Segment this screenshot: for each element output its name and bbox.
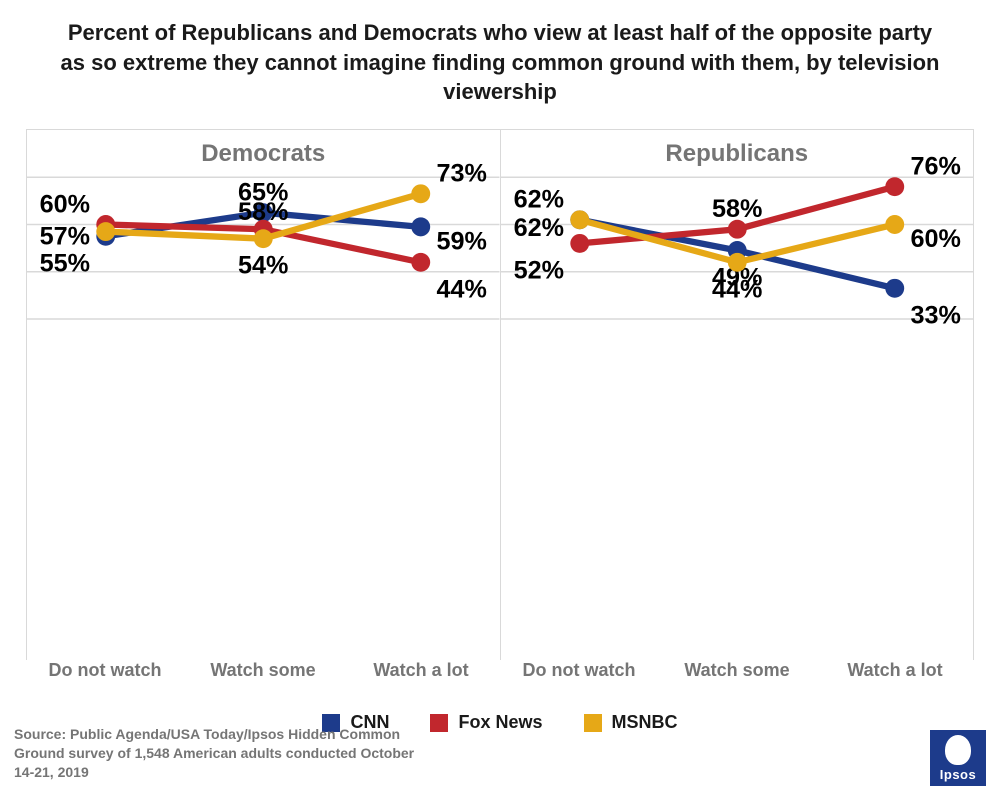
legend-item-fox: Fox News (430, 712, 542, 733)
xcats-democrats: Do not watch Watch some Watch a lot (26, 660, 500, 694)
panel-democrats: Democrats 55%65%59%60%58%44%57%54%73% (26, 130, 501, 660)
series-marker-msnbc (727, 253, 746, 272)
value-label: 58% (238, 198, 288, 226)
value-label: 57% (40, 223, 90, 251)
series-marker-msnbc (885, 215, 904, 234)
value-label: 55% (40, 249, 90, 277)
panel-republicans: Republicans 62%49%33%52%58%76%62%44%60% (501, 130, 975, 660)
value-label: 33% (910, 301, 960, 329)
series-marker-msnbc (411, 184, 430, 203)
xcat: Watch some (184, 660, 342, 694)
value-label: 59% (436, 227, 486, 255)
series-marker-fox (411, 253, 430, 272)
ipsos-logo-text: Ipsos (940, 767, 976, 782)
value-label: 52% (513, 256, 563, 284)
series-marker-cnn (411, 217, 430, 236)
xcat: Watch a lot (342, 660, 500, 694)
value-label: 54% (238, 252, 288, 280)
xcat: Watch some (658, 660, 816, 694)
value-label: 44% (712, 275, 762, 303)
x-axis-categories: Do not watch Watch some Watch a lot Do n… (26, 660, 974, 694)
value-label: 60% (40, 190, 90, 218)
ipsos-logo: Ipsos (930, 730, 986, 786)
plot-democrats: 55%65%59%60%58%44%57%54%73% (27, 130, 500, 366)
chart-panels: Democrats 55%65%59%60%58%44%57%54%73% Re… (26, 129, 974, 660)
value-label: 60% (910, 225, 960, 253)
xcat: Do not watch (500, 660, 658, 694)
series-marker-cnn (885, 279, 904, 298)
value-label: 44% (436, 275, 486, 303)
value-label: 62% (513, 214, 563, 242)
value-label: 58% (712, 195, 762, 223)
plot-republicans: 62%49%33%52%58%76%62%44%60% (501, 130, 974, 366)
series-marker-fox (570, 234, 589, 253)
chart-page: Percent of Republicans and Democrats who… (0, 0, 1000, 800)
series-marker-msnbc (254, 229, 273, 248)
legend-item-msnbc: MSNBC (584, 712, 678, 733)
xcat: Do not watch (26, 660, 184, 694)
value-label: 62% (513, 186, 563, 214)
legend-label: Fox News (458, 712, 542, 733)
legend-label: MSNBC (612, 712, 678, 733)
series-marker-msnbc (96, 222, 115, 241)
value-label: 73% (436, 160, 486, 188)
series-marker-msnbc (570, 210, 589, 229)
source-text: Source: Public Agenda/USA Today/Ipsos Hi… (14, 725, 434, 782)
legend-swatch (584, 714, 602, 732)
series-marker-fox (885, 177, 904, 196)
value-label: 76% (910, 153, 960, 181)
xcat: Watch a lot (816, 660, 974, 694)
chart-title: Percent of Republicans and Democrats who… (56, 18, 944, 107)
ipsos-logo-icon (945, 735, 971, 765)
xcats-republicans: Do not watch Watch some Watch a lot (500, 660, 974, 694)
